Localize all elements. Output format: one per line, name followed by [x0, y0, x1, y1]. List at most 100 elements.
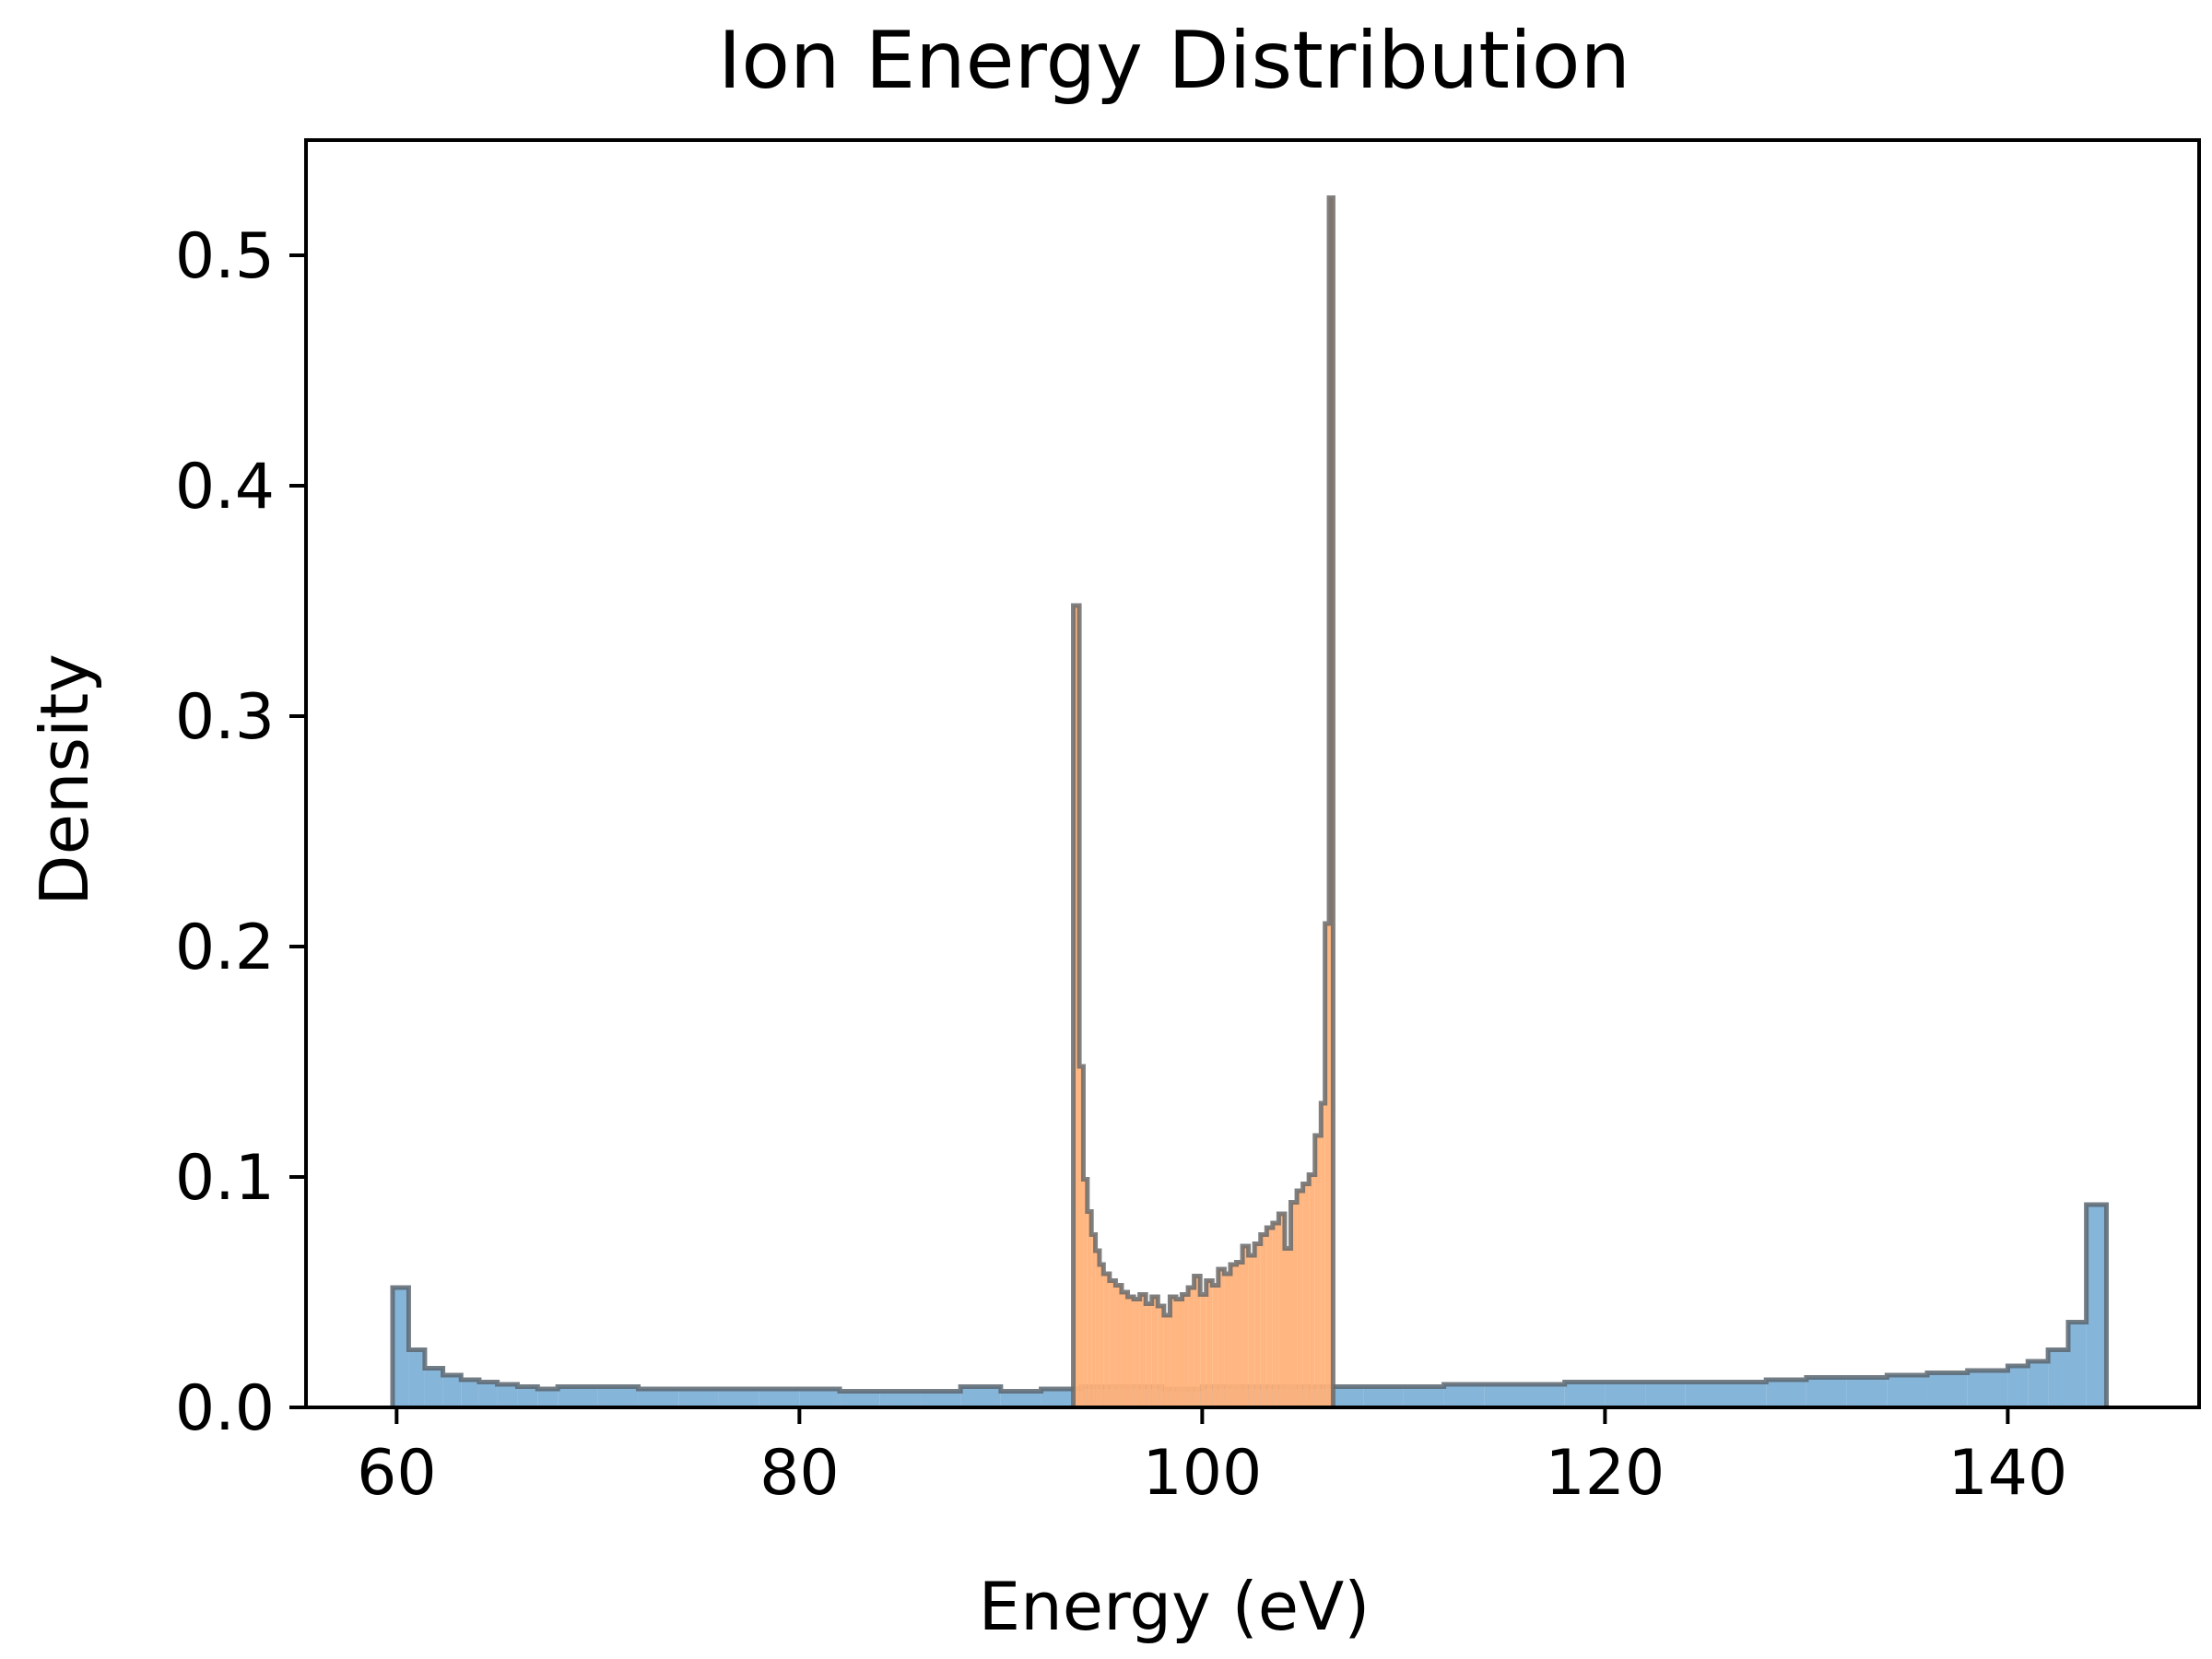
histogram-bar: [799, 1389, 841, 1407]
histogram-bar: [1272, 1223, 1279, 1407]
histogram-bar: [1083, 1179, 1088, 1407]
x-tick-label: 100: [1142, 1437, 1262, 1510]
histogram-bar: [1524, 1384, 1565, 1407]
histogram-bar: [558, 1386, 598, 1407]
histogram-bar: [1188, 1288, 1194, 1407]
histogram-bar: [1212, 1285, 1218, 1407]
histogram-bar: [1248, 1255, 1255, 1407]
histogram-bar: [1087, 1211, 1092, 1407]
histogram-bar: [1194, 1276, 1201, 1407]
histogram-bar: [461, 1380, 479, 1407]
histogram-bar: [2028, 1361, 2049, 1407]
axes-layer: 60 80 100 120 140 0.0 0.1 0.2 0.3 0.4 0.5: [175, 138, 2201, 1510]
histogram-bar: [1685, 1382, 1726, 1407]
histogram-bar: [1095, 1251, 1100, 1407]
histogram-bar: [1139, 1294, 1147, 1407]
histogram-bar: [537, 1389, 559, 1407]
histogram-bar: [597, 1386, 639, 1407]
histogram-bar: [1109, 1280, 1116, 1407]
histogram-bar: [1846, 1377, 1888, 1407]
histogram-bar: [960, 1386, 1001, 1407]
histogram-bar: [2067, 1322, 2087, 1407]
x-tick-label: 120: [1545, 1437, 1665, 1510]
histogram-bar: [1403, 1386, 1444, 1407]
histogram-bar: [1206, 1280, 1213, 1407]
histogram-bar: [1260, 1234, 1267, 1407]
histogram-bar: [1103, 1274, 1110, 1407]
histogram-bar: [517, 1386, 538, 1407]
histogram-bar: [478, 1382, 498, 1407]
histogram-bar: [1127, 1297, 1135, 1407]
histogram-bar: [442, 1375, 462, 1407]
histogram-bar: [1887, 1375, 1928, 1407]
histogram-bar: [1605, 1382, 1646, 1407]
histogram-bar: [392, 1288, 409, 1407]
histogram-bar: [759, 1389, 800, 1407]
histogram-bar: [1297, 1191, 1303, 1407]
histogram-bar: [1314, 1135, 1322, 1407]
histogram-bar: [638, 1389, 679, 1407]
histogram-bar: [1200, 1294, 1206, 1407]
histogram-bar: [1290, 1202, 1298, 1407]
histogram-step-outline: [1071, 195, 1335, 1407]
histogram-bar: [1284, 1248, 1291, 1407]
histogram-bar: [1363, 1386, 1404, 1407]
plot-frame: [304, 138, 2201, 1409]
histogram-bar: [2007, 1366, 2029, 1407]
x-tick-label: 140: [1948, 1437, 2068, 1510]
x-tick-label: 60: [357, 1437, 437, 1510]
y-tick-label: 0.1: [175, 1142, 275, 1215]
histogram-bar: [840, 1391, 880, 1407]
histogram-bar: [1766, 1380, 1806, 1407]
x-tick-label: 80: [759, 1437, 840, 1510]
histogram-bar: [1000, 1391, 1041, 1407]
histogram-bar: [1564, 1382, 1606, 1407]
y-tick-label: 0.3: [175, 681, 275, 754]
histogram-bar: [1099, 1265, 1104, 1407]
histogram-bar: [1927, 1372, 1968, 1407]
histogram-series-2: [1071, 195, 1335, 1407]
histogram-bar: [1266, 1228, 1273, 1407]
histogram-bar: [1121, 1292, 1128, 1407]
histogram-bar: [1324, 924, 1330, 1407]
histogram-bar: [1218, 1269, 1225, 1407]
histogram-bar: [424, 1368, 443, 1407]
histogram-bar: [1163, 1315, 1171, 1407]
y-tick-label: 0.2: [175, 912, 275, 984]
histogram-bar: [1115, 1285, 1122, 1407]
histogram-bar: [718, 1389, 759, 1407]
histogram-bar: [497, 1384, 518, 1407]
histogram-bar: [1151, 1297, 1159, 1407]
histogram-bar: [1175, 1299, 1182, 1407]
histogram-bar: [678, 1389, 719, 1407]
histogram-series-layer: [390, 195, 2109, 1407]
y-tick-label: 0.5: [175, 220, 275, 293]
histogram-bar: [1806, 1377, 1847, 1407]
histogram-bar: [1645, 1382, 1686, 1407]
histogram-bar: [1230, 1265, 1237, 1407]
histogram-bar: [2048, 1349, 2068, 1407]
histogram-bar: [1967, 1371, 2008, 1407]
histogram-bar: [1278, 1214, 1285, 1407]
histogram-bar: [1079, 1066, 1084, 1407]
histogram-bar: [408, 1349, 425, 1407]
histogram-bar: [1236, 1262, 1243, 1407]
histogram-bar: [1443, 1384, 1485, 1407]
histogram-bar: [1091, 1234, 1096, 1407]
histogram-bar: [1725, 1382, 1767, 1407]
histogram-bar: [1170, 1297, 1176, 1407]
histogram-bar: [1146, 1303, 1152, 1407]
histogram-bar: [1224, 1274, 1230, 1407]
y-tick-label: 0.4: [175, 451, 275, 524]
x-axis-label: Energy (eV): [979, 1568, 1371, 1645]
y-tick-label: 0.0: [175, 1372, 275, 1445]
histogram-bar: [1484, 1384, 1524, 1407]
histogram-bar: [1158, 1306, 1164, 1407]
histogram-bar: [920, 1391, 961, 1407]
histogram-bar: [1309, 1174, 1315, 1407]
histogram-bar: [1242, 1246, 1249, 1407]
histogram-bar: [1073, 606, 1080, 1407]
histogram-bar: [879, 1391, 921, 1407]
